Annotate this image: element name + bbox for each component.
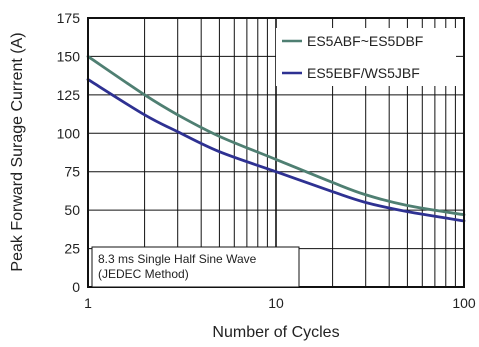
- y-tick-label: 25: [64, 241, 80, 257]
- method-note-line-2: (JEDEC Method): [98, 267, 189, 281]
- legend: ES5ABF~ES5DBF ES5EBF/WS5JBF: [276, 28, 456, 86]
- y-tick-label: 175: [57, 10, 81, 26]
- x-tick-label: 10: [268, 295, 284, 311]
- y-tick-label: 150: [57, 48, 81, 64]
- y-tick-label: 0: [72, 279, 80, 295]
- x-tick-labels: 1 10 100: [84, 295, 476, 311]
- series-layer: [86, 55, 466, 223]
- series-line-es5abf: [86, 55, 466, 217]
- x-tick-label: 1: [84, 295, 92, 311]
- method-note-box: [91, 246, 300, 288]
- x-tick-label: 100: [452, 295, 476, 311]
- series-line-es5ebf: [86, 78, 466, 223]
- legend-label-es5abf: ES5ABF~ES5DBF: [307, 33, 423, 49]
- y-tick-labels: 0 25 50 75 100 125 150 175: [57, 10, 81, 295]
- legend-box: [276, 28, 456, 86]
- y-tick-label: 50: [64, 202, 80, 218]
- method-note: 8.3 ms Single Half Sine Wave (JEDEC Meth…: [91, 246, 300, 288]
- y-tick-label: 75: [64, 164, 80, 180]
- y-axis-title: Peak Forward Surage Current (A): [9, 32, 26, 271]
- legend-label-es5ebf: ES5EBF/WS5JBF: [307, 65, 420, 81]
- y-tick-label: 125: [57, 87, 81, 103]
- x-axis-title: Number of Cycles: [212, 324, 339, 341]
- method-note-line-1: 8.3 ms Single Half Sine Wave: [98, 252, 257, 266]
- y-tick-label: 100: [57, 125, 81, 141]
